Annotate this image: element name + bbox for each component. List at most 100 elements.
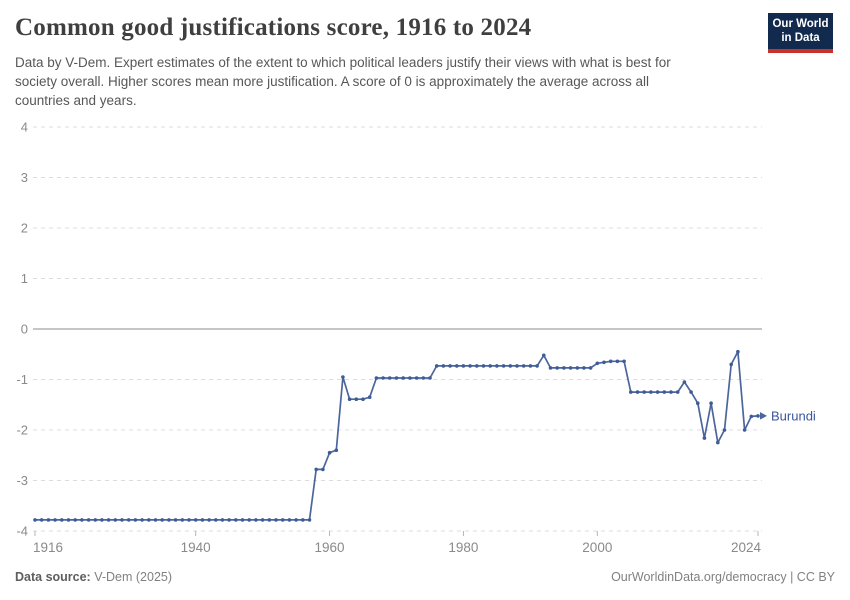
owid-logo[interactable]: Our World in Data: [768, 13, 833, 53]
series-point[interactable]: [153, 518, 158, 522]
series-point[interactable]: [39, 518, 44, 522]
series-point[interactable]: [180, 518, 185, 522]
series-point[interactable]: [274, 518, 278, 522]
series-point[interactable]: [167, 518, 171, 522]
series-point[interactable]: [53, 518, 57, 522]
series-point[interactable]: [434, 364, 439, 368]
series-point[interactable]: [461, 364, 466, 368]
series-point[interactable]: [722, 428, 727, 432]
series-point[interactable]: [468, 364, 472, 368]
credit-link[interactable]: OurWorldinData.org/democracy | CC BY: [611, 570, 835, 584]
series-point[interactable]: [662, 390, 667, 394]
series-point[interactable]: [220, 518, 225, 522]
series-point[interactable]: [535, 364, 539, 368]
series-point[interactable]: [448, 364, 452, 368]
series-point[interactable]: [475, 364, 479, 368]
series-point[interactable]: [756, 414, 760, 418]
series-point[interactable]: [428, 376, 432, 380]
series-point[interactable]: [381, 376, 385, 380]
series-point[interactable]: [334, 448, 339, 453]
series-point[interactable]: [120, 518, 124, 522]
series-point[interactable]: [301, 518, 305, 522]
series-point[interactable]: [106, 518, 111, 522]
series-point[interactable]: [187, 518, 191, 522]
series-point[interactable]: [254, 518, 258, 522]
series-point[interactable]: [214, 518, 218, 522]
series-point[interactable]: [635, 390, 640, 394]
series-point[interactable]: [147, 518, 151, 522]
series-point[interactable]: [702, 436, 707, 440]
series-point[interactable]: [140, 518, 144, 522]
series-point[interactable]: [615, 359, 620, 364]
series-point[interactable]: [582, 366, 586, 370]
series-point[interactable]: [93, 518, 98, 522]
series-point[interactable]: [595, 361, 600, 366]
series-point[interactable]: [455, 364, 459, 368]
series-point[interactable]: [542, 353, 546, 358]
series-point[interactable]: [327, 450, 332, 455]
series-point[interactable]: [100, 518, 104, 522]
series-point[interactable]: [655, 390, 660, 394]
series-point[interactable]: [414, 376, 419, 380]
series-point[interactable]: [421, 376, 426, 380]
series-point[interactable]: [548, 366, 553, 370]
series-point[interactable]: [247, 518, 251, 522]
series-point[interactable]: [294, 518, 298, 522]
series-point[interactable]: [608, 359, 613, 364]
series-point[interactable]: [260, 518, 265, 522]
series-point[interactable]: [515, 364, 519, 368]
series-point[interactable]: [200, 518, 205, 522]
series-point[interactable]: [354, 397, 359, 402]
series-point[interactable]: [314, 467, 319, 472]
series-point[interactable]: [388, 376, 392, 380]
series-point[interactable]: [669, 390, 673, 394]
series-point[interactable]: [488, 364, 493, 368]
series-point[interactable]: [441, 364, 446, 368]
series-point[interactable]: [749, 414, 754, 419]
series-point[interactable]: [267, 518, 272, 522]
series-point[interactable]: [495, 364, 499, 368]
series-point[interactable]: [193, 518, 198, 522]
series-point[interactable]: [307, 518, 312, 522]
series-point[interactable]: [287, 518, 292, 522]
series-point[interactable]: [86, 518, 91, 522]
series-point[interactable]: [280, 518, 285, 522]
series-point[interactable]: [562, 366, 566, 370]
series-point[interactable]: [347, 397, 352, 402]
series-point[interactable]: [716, 440, 720, 445]
series-point[interactable]: [240, 518, 245, 522]
series-point[interactable]: [622, 359, 626, 364]
series-point[interactable]: [729, 362, 733, 367]
series-point[interactable]: [321, 467, 325, 472]
series-point[interactable]: [629, 390, 633, 394]
series-point[interactable]: [675, 390, 680, 394]
series-point[interactable]: [73, 518, 77, 522]
series-point[interactable]: [602, 360, 606, 365]
series-point[interactable]: [709, 401, 713, 406]
series-point[interactable]: [575, 366, 580, 370]
series-point[interactable]: [689, 390, 693, 394]
series-point[interactable]: [481, 364, 486, 368]
series-point[interactable]: [408, 376, 412, 380]
series-point[interactable]: [682, 380, 687, 384]
series-point[interactable]: [227, 518, 231, 522]
series-point[interactable]: [234, 518, 238, 522]
series-point[interactable]: [374, 376, 379, 380]
series-point[interactable]: [66, 518, 71, 522]
series-point[interactable]: [642, 390, 646, 394]
series-point[interactable]: [649, 390, 653, 394]
series-point[interactable]: [696, 401, 700, 406]
series-point[interactable]: [126, 518, 131, 522]
series-point[interactable]: [173, 518, 178, 522]
series-point[interactable]: [133, 518, 138, 522]
series-point[interactable]: [401, 376, 406, 380]
series-entity-label[interactable]: Burundi: [771, 408, 816, 423]
series-point[interactable]: [568, 366, 573, 370]
series-point[interactable]: [367, 395, 372, 400]
series-point[interactable]: [555, 366, 559, 370]
series-point[interactable]: [508, 364, 513, 368]
series-point[interactable]: [394, 376, 399, 380]
series-point[interactable]: [160, 518, 164, 522]
series-point[interactable]: [341, 375, 345, 379]
series-point[interactable]: [736, 349, 740, 354]
